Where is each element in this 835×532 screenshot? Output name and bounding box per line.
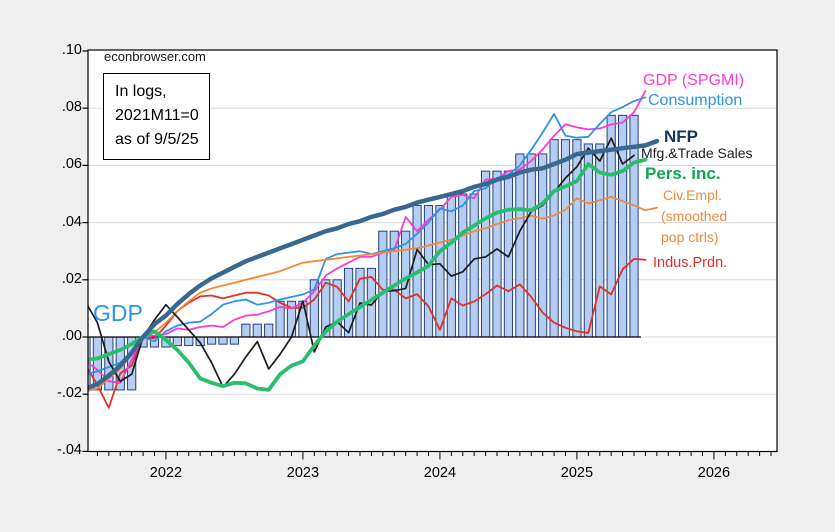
y-axis-label: .04 [61, 213, 82, 230]
y-axis-label: -.02 [57, 385, 82, 402]
series-label-civ-empl-popctrls: pop ctrls) [661, 229, 719, 245]
y-axis-label: .02 [61, 270, 82, 287]
series-label-civ-empl-smoothed: (smoothed [661, 208, 728, 224]
x-axis-label: 2022 [149, 464, 183, 481]
x-axis-label: 2023 [286, 464, 320, 481]
note-box: In logs, 2021M11=0 as of 9/5/25 [103, 73, 210, 160]
series-label-indus-prdn: Indus.Prdn. [653, 255, 728, 271]
y-axis-label: .00 [61, 328, 82, 344]
y-axis-label: -.04 [57, 442, 82, 459]
series-label-gdp-bars: GDP [93, 300, 143, 326]
note-line-1: In logs, [115, 83, 167, 100]
y-axis-label: .06 [61, 156, 82, 173]
series-label-consumption: Consumption [648, 92, 743, 109]
note-line-3: as of 9/5/25 [115, 131, 199, 148]
x-axis-label: 2024 [423, 464, 457, 481]
x-axis-label: 2026 [697, 464, 731, 481]
series-label-civ-empl: Civ.Empl. [663, 187, 722, 203]
y-axis-label: .08 [61, 99, 82, 116]
y-axis-label: .10 [61, 42, 82, 58]
series-label-pers-inc: Pers. inc. [645, 164, 721, 183]
series-label-mfg-trade-sales: Mfg.&Trade Sales [641, 145, 753, 161]
note-line-2: 2021M11=0 [115, 107, 199, 124]
series-label-gdp-spgmi: GDP (SPGMI) [643, 72, 745, 89]
series-label-nfp: NFP [664, 127, 698, 146]
watermark-econbrowser: econbrowser.com [104, 49, 206, 64]
x-axis-label: 2025 [560, 464, 594, 481]
